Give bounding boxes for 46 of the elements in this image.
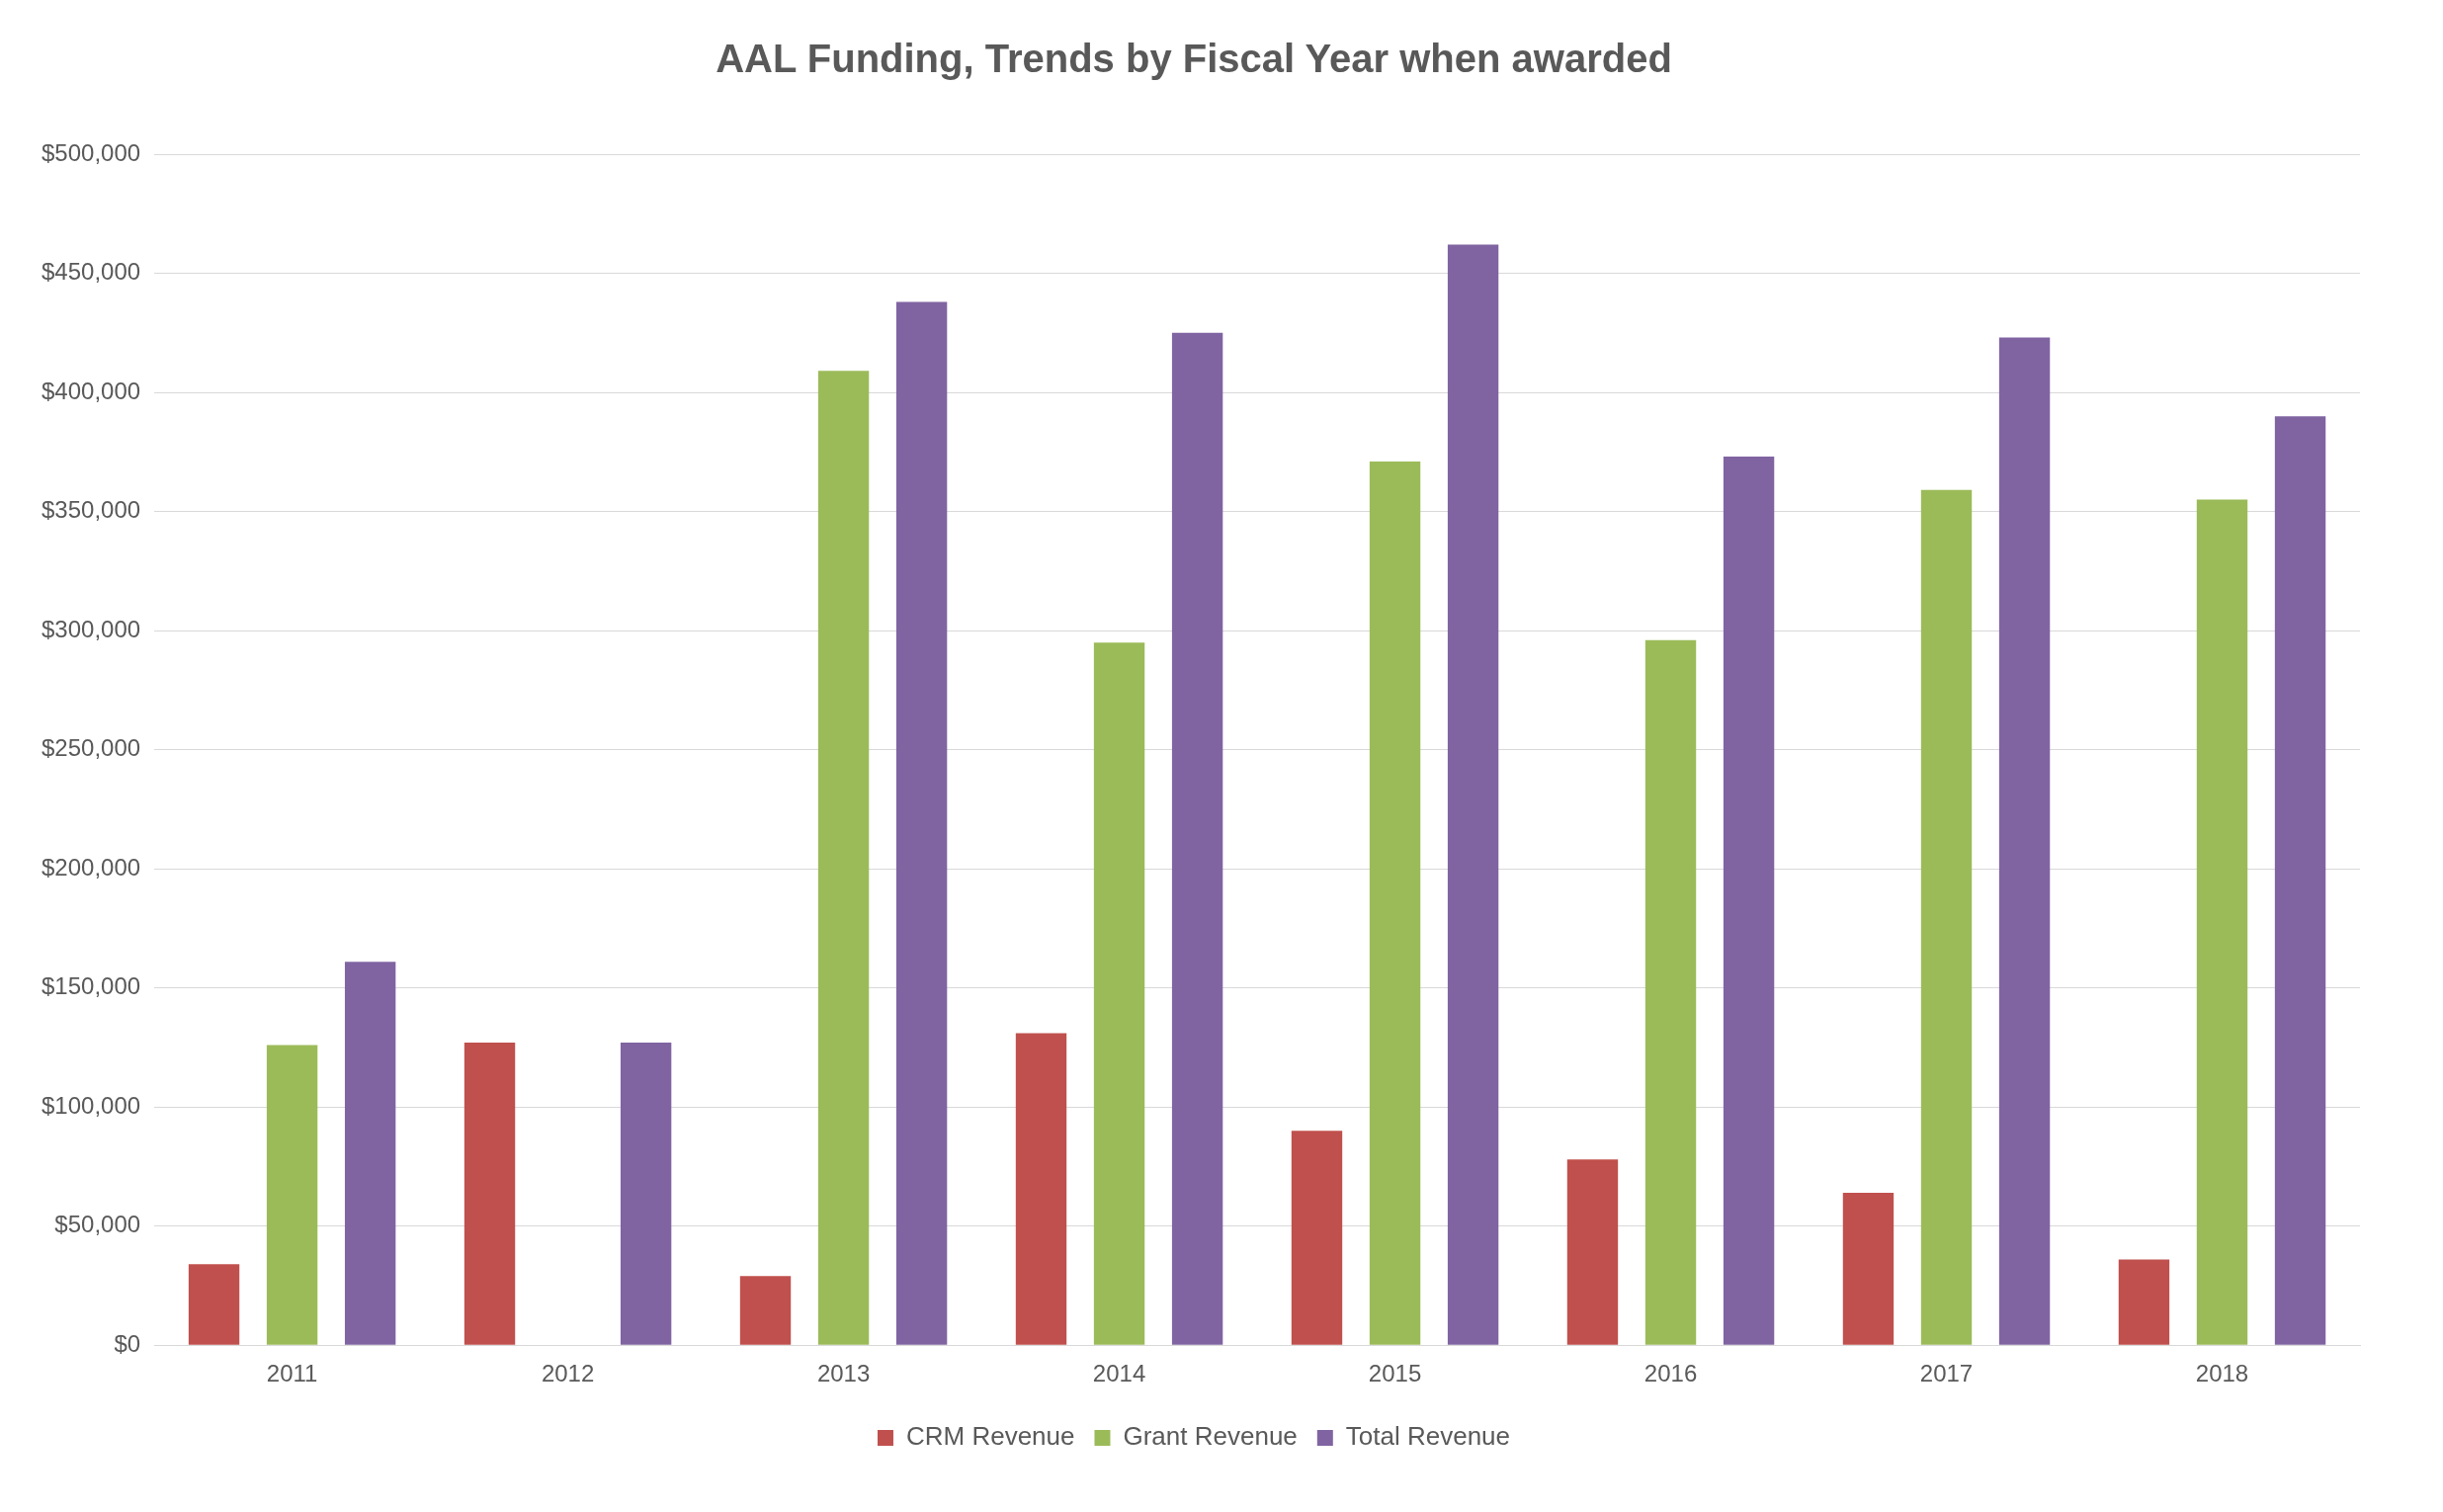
y-tick-label: $200,000 bbox=[41, 853, 141, 881]
bar bbox=[266, 1045, 318, 1345]
y-tick-label: $300,000 bbox=[41, 615, 141, 642]
y-tick-label: $400,000 bbox=[41, 377, 141, 404]
x-tick-label: 2015 bbox=[1368, 1360, 1422, 1387]
bar bbox=[1998, 337, 2051, 1345]
x-tick-label: 2014 bbox=[1092, 1360, 1146, 1387]
bar bbox=[1171, 332, 1223, 1345]
x-tick-label: 2018 bbox=[2195, 1360, 2249, 1387]
bar bbox=[1093, 642, 1145, 1345]
y-tick-label: $450,000 bbox=[41, 258, 141, 286]
bar bbox=[1566, 1159, 1619, 1345]
bar bbox=[1644, 639, 1697, 1345]
bar bbox=[2196, 499, 2248, 1345]
bar bbox=[1291, 1131, 1343, 1345]
x-tick-label: 2011 bbox=[266, 1360, 318, 1387]
x-tick-label: 2013 bbox=[816, 1360, 871, 1387]
y-tick-label: $350,000 bbox=[41, 496, 141, 524]
y-tick-label: $250,000 bbox=[41, 734, 141, 762]
bar bbox=[188, 1264, 240, 1345]
bar bbox=[817, 371, 870, 1345]
bar bbox=[1447, 244, 1499, 1345]
x-tick-label: 2016 bbox=[1643, 1360, 1698, 1387]
bar bbox=[2118, 1259, 2170, 1345]
y-tick-label: $50,000 bbox=[54, 1211, 141, 1238]
legend-label: Grant Revenue bbox=[1123, 1421, 1298, 1452]
bar bbox=[739, 1276, 792, 1345]
bar bbox=[1920, 489, 1973, 1345]
x-tick-label: 2017 bbox=[1919, 1360, 1974, 1387]
bar bbox=[1842, 1192, 1895, 1345]
y-tick-label: $0 bbox=[114, 1329, 141, 1357]
x-tick-label: 2012 bbox=[541, 1360, 595, 1387]
bar bbox=[620, 1043, 672, 1345]
bar bbox=[1369, 461, 1421, 1345]
bar bbox=[2274, 416, 2326, 1345]
legend-label: Total Revenue bbox=[1345, 1421, 1511, 1452]
bar bbox=[1015, 1033, 1067, 1345]
legend-label: CRM Revenue bbox=[905, 1421, 1075, 1452]
bar bbox=[344, 962, 396, 1345]
y-tick-label: $100,000 bbox=[41, 1091, 141, 1119]
bar bbox=[1723, 457, 1775, 1345]
bar bbox=[895, 301, 948, 1345]
y-tick-label: $500,000 bbox=[41, 138, 141, 166]
y-tick-label: $150,000 bbox=[41, 972, 141, 1000]
bar bbox=[463, 1043, 516, 1345]
chart-title: AAL Funding, Trends by Fiscal Year when awarded bbox=[716, 37, 1672, 81]
